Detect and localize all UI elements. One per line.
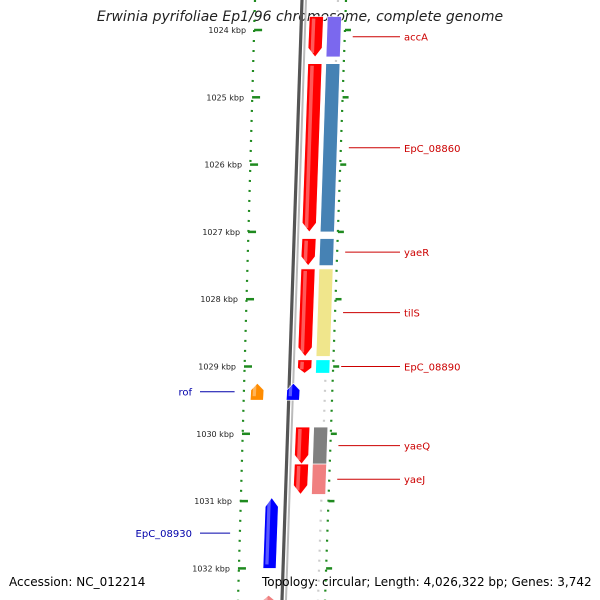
gene-forward-EpC_08890: [297, 359, 313, 374]
scale-label-1030: 1030 kbp: [196, 430, 234, 439]
backbone-shadow: [285, 0, 307, 600]
gene-label-EpC_08930: EpC_08930: [136, 529, 192, 540]
gene-label-yaeQ: yaeQ: [404, 442, 430, 453]
gene-forward-tilS: [297, 268, 316, 357]
topology-text: Topology: circular; Length: 4,026,322 bp…: [262, 575, 592, 589]
backbone-line: [280, 0, 304, 600]
gene-label-yaeJ: yaeJ: [404, 475, 425, 486]
gene-forward-yaeQ-shine: [296, 429, 302, 461]
gene-forward-EpC_08860: [301, 63, 323, 233]
gene-forward-yaeR-shine: [303, 240, 308, 262]
gene-reverse-rof: [250, 382, 265, 401]
gene-forward-yaeJ: [293, 463, 309, 495]
gene-label-yaeR: yaeR: [404, 248, 429, 259]
gene-reverse-EpC_08930: [262, 497, 279, 569]
scale-label-1026: 1026 kbp: [204, 161, 242, 170]
cog-band-tilS: [315, 268, 334, 357]
gene-reverse-unnamed-1: [286, 382, 301, 401]
gene-label-EpC_08890: EpC_08890: [404, 363, 460, 374]
gene-forward-accA-shine: [310, 18, 316, 53]
scale-label-1024: 1024 kbp: [208, 26, 246, 35]
scale-label-1025: 1025 kbp: [206, 93, 244, 102]
gene-forward-yaeQ: [294, 426, 311, 465]
gene-forward-accA: [307, 16, 324, 58]
gene-label-EpC_08860: EpC_08860: [404, 144, 460, 155]
cog-band-yaeQ: [312, 426, 329, 465]
scale-label-1032: 1032 kbp: [192, 564, 230, 573]
scale-label-1027: 1027 kbp: [202, 228, 240, 237]
gene-reverse-unnamed-4: [262, 594, 275, 600]
gene-forward-EpC_08860-shine: [304, 65, 314, 228]
gene-label-rof: rof: [178, 388, 192, 399]
cog-band-yaeR: [318, 238, 335, 266]
gene-reverse-unnamed-1-shine: [288, 385, 293, 397]
cog-band-EpC_08890: [315, 359, 331, 374]
scale-label-1031: 1031 kbp: [194, 497, 232, 506]
gene-label-tilS: tilS: [404, 309, 420, 320]
gene-reverse-EpC_08930-shine: [265, 499, 271, 565]
gene-reverse-rof-shine: [252, 385, 257, 397]
gene-forward-yaeR: [300, 238, 317, 267]
cog-band-yaeJ: [311, 463, 327, 495]
gene-forward-tilS-shine: [300, 270, 307, 353]
gene-forward-yaeJ-shine: [295, 466, 301, 491]
gene-label-accA: accA: [404, 33, 428, 44]
cog-band-accA: [325, 16, 342, 58]
cog-band-EpC_08860: [319, 63, 341, 233]
scale-label-1029: 1029 kbp: [198, 363, 236, 372]
accession-text: Accession: NC_012214: [9, 575, 146, 589]
scale-label-1028: 1028 kbp: [200, 295, 238, 304]
